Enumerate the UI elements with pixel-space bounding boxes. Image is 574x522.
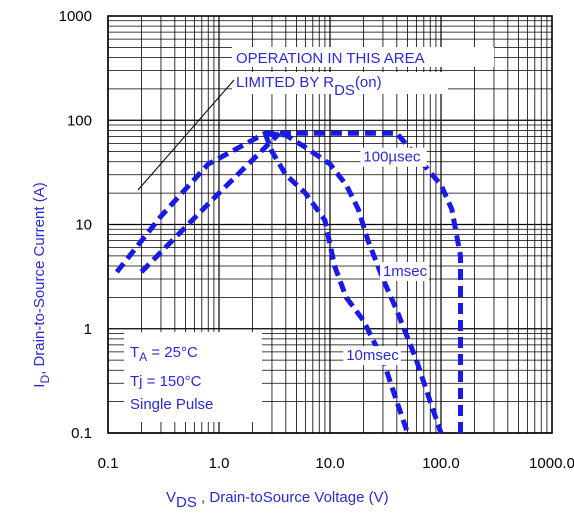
x-axis-label: VDS , Drain-toSource Voltage (V) [166, 489, 389, 511]
series-label-1msec: 1msec [383, 263, 428, 280]
y-tick-label: 100 [67, 112, 92, 129]
series-line-1msec [264, 130, 444, 434]
condition-ta-rest: = 25°C [147, 344, 198, 361]
series-label-bg [343, 346, 401, 366]
series-group [114, 130, 463, 434]
y-tick-label: 0.1 [71, 425, 92, 442]
plot-border [107, 15, 553, 434]
y-tick-label: 1000 [59, 8, 92, 25]
condition-ta-main: T [130, 344, 139, 361]
y-axis-label-main: I [31, 384, 48, 388]
annotation-line2-main: LIMITED BY R [236, 74, 334, 91]
plot-frame [107, 15, 553, 434]
y-tick-label: 1 [84, 321, 92, 338]
annotation-line1: OPERATION IN THIS AREA [236, 50, 425, 67]
y-axis-label-sub: D [38, 375, 52, 384]
series-label-100usec: 100µsec [363, 149, 421, 166]
condition-ta-sub: A [139, 350, 147, 364]
series-label-bg [360, 147, 427, 167]
conditions-box [124, 332, 262, 422]
x-tick-label: 1000.0 [529, 455, 574, 472]
tick-labels: 0.1 1.0 10.0 100.0 1000.0 0.1 1 10 100 1000 [59, 8, 574, 472]
series-label-10msec: 10msec [346, 347, 399, 364]
x-axis-label-sub: DS [176, 494, 197, 511]
rds-limit-line [139, 131, 282, 274]
y-tick-label: 10 [75, 217, 92, 234]
series-label-bg [379, 262, 429, 282]
annotation-box [232, 47, 494, 67]
x-tick-label: 100.0 [422, 455, 460, 472]
series-line-100usec [114, 130, 463, 433]
annotation-line2-sub: DS [334, 82, 355, 99]
y-axis-label: ID, Drain-to-Source Current (A) [31, 182, 52, 387]
annotations: 100µsec 1msec 10msec [343, 147, 429, 366]
x-tick-label: 0.1 [98, 455, 119, 472]
condition-pulse: Single Pulse [130, 396, 213, 413]
condition-ta: TA = 25°C [130, 344, 198, 364]
x-tick-label: 1.0 [209, 455, 230, 472]
x-tick-label: 10.0 [315, 455, 344, 472]
annotation-line2-rest: (on) [355, 74, 382, 91]
annotation-line2: LIMITED BY RDS(on) [236, 74, 382, 99]
condition-tj: Tj = 150°C [130, 373, 202, 390]
x-axis-label-main: V [166, 489, 176, 506]
x-axis-label-rest: , Drain-toSource Voltage (V) [197, 489, 389, 506]
annotation-box-2 [232, 72, 448, 94]
series-line-10msec [262, 132, 410, 434]
y-axis-label-rest: , Drain-to-Source Current (A) [31, 182, 48, 375]
annotation-leader-line [137, 79, 235, 191]
